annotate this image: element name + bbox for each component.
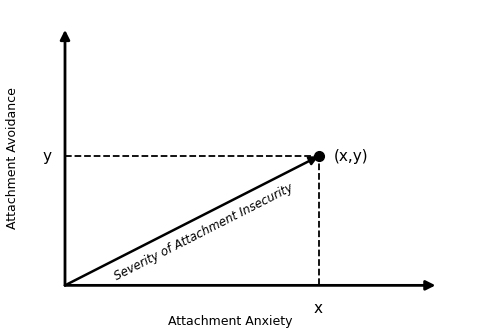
Text: (x,y): (x,y) <box>334 149 368 164</box>
Text: Attachment Anxiety: Attachment Anxiety <box>168 315 293 328</box>
Text: Severity of Attachment Insecurity: Severity of Attachment Insecurity <box>112 181 295 282</box>
Text: y: y <box>43 149 52 164</box>
Text: x: x <box>314 301 323 317</box>
Text: Attachment Avoidance: Attachment Avoidance <box>6 87 19 229</box>
